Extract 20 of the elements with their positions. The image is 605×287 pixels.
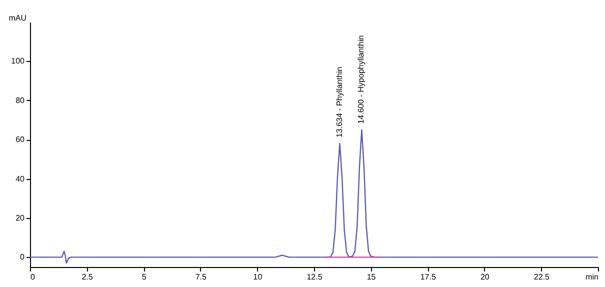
x-tick-label: 2.5 — [82, 272, 94, 282]
x-tick-label: 0 — [30, 272, 36, 282]
x-tick-label: 17.5 — [420, 272, 436, 282]
y-axis-title: mAU — [8, 14, 27, 22]
x-tick-label: 7.5 — [195, 272, 208, 282]
annotation: 13.634 - Phyllanthin — [334, 66, 344, 138]
y-tick-label: 20 — [16, 214, 26, 222]
x-tick-label: min — [586, 272, 598, 282]
x-tick-label: 10 — [253, 272, 263, 282]
annotation: 14.600 - Hypophyllanthin — [356, 35, 366, 124]
y-tick-label: 40 — [16, 174, 26, 184]
x-tick-label: 20 — [480, 272, 490, 282]
x-tick-label: 12.5 — [306, 272, 323, 282]
y-tick-label: 60 — [16, 135, 26, 144]
y-tick-label: 100 — [11, 56, 26, 66]
x-tick-label: 22.5 — [534, 272, 550, 282]
y-tick-label: 0 — [20, 252, 26, 262]
x-tick-label: 5 — [142, 272, 147, 282]
y-tick-label: 80 — [16, 96, 26, 105]
x-tick-label: 15 — [366, 272, 376, 282]
